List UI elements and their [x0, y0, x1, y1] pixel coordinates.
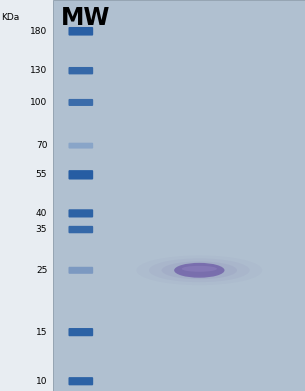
- FancyBboxPatch shape: [68, 377, 93, 386]
- Text: 100: 100: [30, 98, 47, 107]
- Ellipse shape: [174, 264, 224, 276]
- Ellipse shape: [174, 263, 224, 278]
- Text: 180: 180: [30, 27, 47, 36]
- Ellipse shape: [162, 261, 237, 279]
- Text: 70: 70: [36, 141, 47, 150]
- Text: 15: 15: [36, 328, 47, 337]
- Bar: [53, 0, 305, 391]
- Text: MW: MW: [61, 5, 110, 30]
- FancyBboxPatch shape: [68, 27, 93, 36]
- Text: 55: 55: [36, 170, 47, 179]
- FancyBboxPatch shape: [68, 209, 93, 217]
- FancyBboxPatch shape: [68, 67, 93, 74]
- FancyBboxPatch shape: [68, 267, 93, 274]
- FancyBboxPatch shape: [68, 328, 93, 336]
- Text: 40: 40: [36, 209, 47, 218]
- Text: 10: 10: [36, 377, 47, 386]
- Ellipse shape: [182, 266, 217, 272]
- Text: 35: 35: [36, 225, 47, 234]
- Text: KDa: KDa: [2, 13, 20, 22]
- Text: 130: 130: [30, 66, 47, 75]
- FancyBboxPatch shape: [68, 226, 93, 233]
- FancyBboxPatch shape: [68, 99, 93, 106]
- Text: 25: 25: [36, 266, 47, 275]
- Ellipse shape: [149, 258, 249, 282]
- FancyBboxPatch shape: [68, 143, 93, 149]
- FancyBboxPatch shape: [68, 170, 93, 179]
